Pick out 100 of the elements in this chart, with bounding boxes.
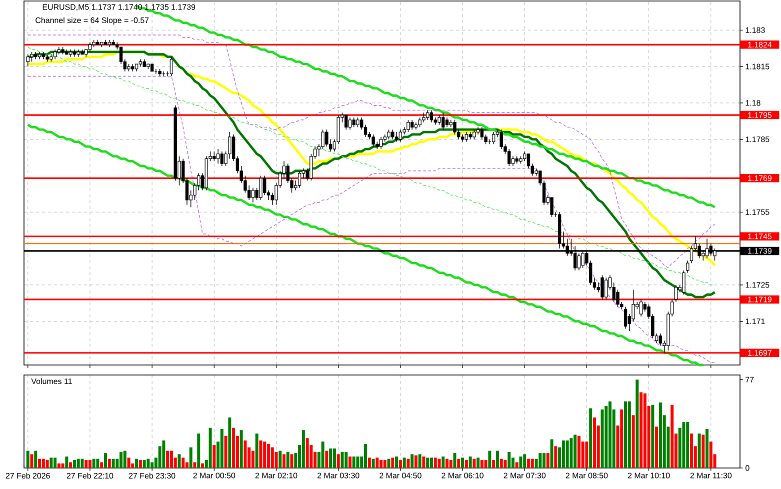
bar xyxy=(96,458,100,468)
bar xyxy=(504,460,507,468)
bar xyxy=(530,458,534,468)
bar xyxy=(387,458,390,468)
bar xyxy=(212,445,216,468)
bar xyxy=(643,393,646,468)
bar xyxy=(80,458,84,468)
candlestick xyxy=(391,129,394,140)
bar xyxy=(515,462,518,468)
bar xyxy=(352,456,356,468)
bar xyxy=(57,463,60,468)
bar xyxy=(574,434,577,468)
candlestick xyxy=(658,333,662,346)
bar xyxy=(348,456,352,468)
candlestick xyxy=(72,49,76,58)
bar xyxy=(461,458,464,468)
bar xyxy=(604,406,608,468)
bar xyxy=(430,458,433,468)
bar xyxy=(670,404,674,468)
candlestick xyxy=(476,126,480,135)
candlestick xyxy=(88,42,92,52)
candlestick xyxy=(616,289,620,308)
bar xyxy=(69,462,72,468)
bar xyxy=(270,447,274,468)
bar xyxy=(278,450,282,468)
candlestick xyxy=(438,114,441,126)
bar xyxy=(178,454,181,468)
bar xyxy=(651,404,654,468)
bar xyxy=(112,458,115,468)
bar xyxy=(240,430,243,468)
candlestick xyxy=(550,197,554,218)
bar xyxy=(170,450,173,468)
candlestick xyxy=(410,120,414,130)
bar xyxy=(92,458,96,468)
candlestick xyxy=(426,110,430,120)
bar xyxy=(414,455,418,468)
bar xyxy=(228,417,232,468)
bar xyxy=(554,446,558,468)
bar xyxy=(464,460,468,468)
candlestick xyxy=(263,175,266,196)
candlestick xyxy=(682,270,686,295)
bar xyxy=(329,448,332,468)
bar xyxy=(138,460,142,468)
bar xyxy=(72,460,76,468)
candlestick xyxy=(422,112,426,123)
bar xyxy=(332,448,336,468)
bar xyxy=(468,456,472,468)
bar xyxy=(446,458,449,468)
bar xyxy=(135,458,138,468)
bar xyxy=(589,408,592,468)
bar xyxy=(570,438,573,468)
bar xyxy=(546,453,550,468)
bar xyxy=(418,454,422,468)
bar xyxy=(306,438,309,468)
bar xyxy=(201,463,204,468)
bar xyxy=(457,458,460,468)
bar xyxy=(523,454,526,468)
bar xyxy=(620,409,624,468)
candlestick xyxy=(30,52,34,62)
bar xyxy=(592,417,596,468)
candlestick xyxy=(251,188,255,203)
candlestick xyxy=(53,49,57,60)
bar xyxy=(302,430,305,468)
bar xyxy=(542,453,546,468)
bar xyxy=(608,401,612,468)
bar xyxy=(402,458,406,468)
bar xyxy=(686,422,690,468)
bar xyxy=(263,442,266,468)
candlestick xyxy=(344,114,348,130)
bar xyxy=(336,454,340,468)
candlestick xyxy=(604,277,608,300)
bar xyxy=(321,442,324,468)
bar xyxy=(282,454,286,468)
bar xyxy=(189,447,192,468)
bar xyxy=(632,415,635,468)
bar xyxy=(442,456,445,468)
bar xyxy=(488,450,492,468)
bar xyxy=(104,453,107,468)
bar xyxy=(508,452,511,468)
bar xyxy=(422,456,426,468)
bar xyxy=(628,401,631,468)
candlestick xyxy=(138,58,142,67)
bar xyxy=(538,453,542,468)
bar xyxy=(410,454,414,468)
bar xyxy=(600,409,604,468)
bar xyxy=(325,450,328,468)
candlestick xyxy=(639,299,643,317)
bar xyxy=(244,440,247,468)
candlestick xyxy=(600,274,604,300)
bar xyxy=(162,440,166,468)
bar xyxy=(484,460,488,468)
bar xyxy=(61,463,64,468)
candlestick xyxy=(418,117,422,128)
bar xyxy=(709,442,712,468)
bar xyxy=(259,440,262,468)
candlestick xyxy=(348,117,352,130)
candlestick xyxy=(394,132,398,142)
bar xyxy=(65,456,68,468)
candlestick xyxy=(26,54,30,67)
bar xyxy=(76,458,80,468)
